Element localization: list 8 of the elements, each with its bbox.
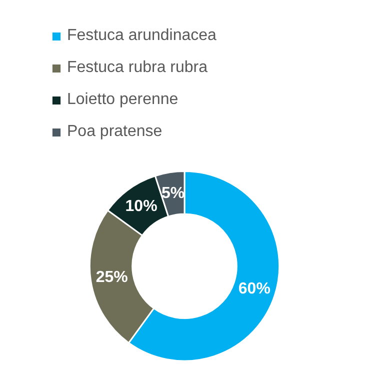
data-label: 60%	[238, 280, 270, 298]
legend-label: Festuca arundinacea	[67, 27, 216, 45]
data-label: 10%	[125, 198, 158, 216]
legend-label: Loietto perenne	[67, 91, 178, 109]
legend-label: Festuca rubra rubra	[67, 59, 208, 77]
data-label: 25%	[96, 269, 128, 286]
data-label: 5%	[161, 184, 185, 202]
legend-label: Poa pratense	[67, 123, 162, 141]
